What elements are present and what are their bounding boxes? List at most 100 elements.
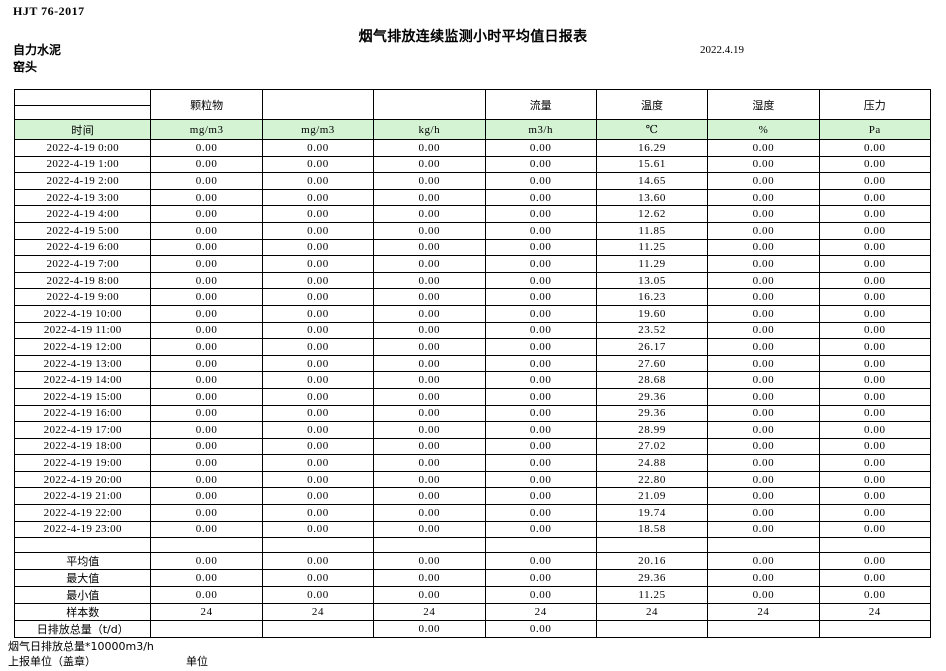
table-summary-row: 最小值 0.00 0.00 0.00 0.00 11.25 0.00 0.00: [13, 586, 932, 605]
cell-value-2: 0.00: [261, 221, 375, 240]
cell-timestamp: 2022-4-19 11:00: [13, 321, 152, 340]
cell-summary-value-4: 24: [484, 603, 597, 622]
table-row: 2022-4-19 5:00 0.00 0.00 0.00 0.00 11.85 0.00 0…: [13, 221, 932, 240]
cell-summary-value-6: 0.00: [707, 569, 820, 588]
cell-timestamp: 2022-4-19 23:00: [13, 520, 152, 539]
cell-value-6: 0.00: [707, 188, 820, 207]
table-row: 2022-4-19 2:00 0.00 0.00 0.00 0.00 14.65 0.00 0…: [13, 172, 932, 190]
table-row: 2022-4-19 3:00 0.00 0.00 0.00 0.00 13.60 0.00 0…: [13, 188, 932, 207]
cell-value-3: 0.00: [373, 321, 486, 340]
cell-value-7: 0.00: [818, 288, 932, 306]
table-summary-body: 平均值 0.00 0.00 0.00 0.00 20.16 0.00 0.00 最大值 0.00 0…: [13, 537, 932, 639]
cell-value-5: 22.80: [595, 470, 709, 489]
cell-timestamp: 2022-4-19 6:00: [13, 238, 152, 257]
cell-value-4: 0.00: [484, 139, 597, 157]
cell-summary-value-4: 0.00: [484, 569, 597, 588]
cell-value-2: 0.00: [261, 205, 375, 223]
cell-value-6: 0.00: [707, 504, 820, 522]
header-param-4: 流量: [484, 89, 597, 120]
cell-value-3: 0.00: [373, 205, 486, 223]
cell-value-1: 0.00: [150, 470, 263, 489]
cell-value-2: 0.00: [261, 504, 375, 522]
cell-value-5: 16.29: [595, 139, 709, 157]
cell-value-1: 0.00: [150, 255, 263, 273]
header-unit-1: mg/m3: [150, 119, 263, 140]
cell-value-5: 19.60: [595, 304, 709, 323]
cell-value-7: 0.00: [818, 172, 932, 190]
cell-empty: [13, 537, 152, 554]
footer-note-reporter-line: 上报单位（盖章） 单位: [8, 654, 208, 669]
cell-value-2: 0.00: [261, 155, 375, 174]
cell-timestamp: 2022-4-19 5:00: [13, 221, 152, 240]
table-row: 2022-4-19 0:00 0.00 0.00 0.00 0.00 16.29 0.00 0…: [13, 139, 932, 157]
cell-value-7: 0.00: [818, 454, 932, 472]
cell-summary-value-6: 0.00: [707, 552, 820, 571]
cell-timestamp: 2022-4-19 4:00: [13, 205, 152, 223]
cell-value-5: 21.09: [595, 487, 709, 506]
page-title: 烟气排放连续监测小时平均值日报表: [358, 29, 588, 45]
cell-summary-value-3: 0.00: [373, 569, 486, 588]
cell-value-1: 0.00: [150, 421, 263, 439]
cell-value-2: 0.00: [261, 188, 375, 207]
cell-value-2: 0.00: [261, 387, 375, 406]
cell-value-4: 0.00: [484, 404, 597, 423]
cell-value-2: 0.00: [261, 255, 375, 273]
footer-note-total: 烟气日排放总量*10000m3/h: [8, 640, 154, 653]
table-row: 2022-4-19 9:00 0.00 0.00 0.00 0.00 16.23 0.00 0…: [13, 288, 932, 306]
cell-value-1: 0.00: [150, 387, 263, 406]
cell-value-1: 0.00: [150, 139, 263, 157]
table-row: 2022-4-19 11:00 0.00 0.00 0.00 0.00 23.52 0.00…: [13, 321, 932, 340]
cell-value-4: 0.00: [484, 520, 597, 539]
cell-timestamp: 2022-4-19 12:00: [13, 338, 152, 356]
cell-empty: [595, 537, 709, 554]
table-header-row-parameters: 颗粒物 流量 温度 湿度 压力: [13, 89, 932, 120]
table-row: 2022-4-19 7:00 0.00 0.00 0.00 0.00 11.29 0.00 0…: [13, 255, 932, 273]
cell-summary-value-4: 0.00: [484, 586, 597, 605]
cell-value-2: 0.00: [261, 271, 375, 290]
cell-value-6: 0.00: [707, 255, 820, 273]
cell-timestamp: 2022-4-19 19:00: [13, 454, 152, 472]
cell-summary-label: 平均值: [13, 552, 152, 571]
cell-summary-value-3: 0.00: [373, 620, 486, 639]
cell-value-7: 0.00: [818, 321, 932, 340]
table-row: 2022-4-19 20:00 0.00 0.00 0.00 0.00 22.80 0.00…: [13, 470, 932, 489]
cell-value-4: 0.00: [484, 304, 597, 323]
cell-timestamp: 2022-4-19 17:00: [13, 421, 152, 439]
cell-value-4: 0.00: [484, 470, 597, 489]
cell-summary-value-7: 24: [818, 603, 932, 622]
cell-value-2: 0.00: [261, 454, 375, 472]
cell-summary-value-4: 0.00: [484, 620, 597, 639]
cell-summary-value-2: [261, 620, 375, 639]
table-row: 2022-4-19 10:00 0.00 0.00 0.00 0.00 19.60 0.00…: [13, 304, 932, 323]
cell-summary-label: 最大值: [13, 569, 152, 588]
cell-value-2: 0.00: [261, 321, 375, 340]
cell-summary-value-1: 24: [150, 603, 263, 622]
cell-summary-value-3: 24: [373, 603, 486, 622]
cell-summary-value-2: 24: [261, 603, 375, 622]
cell-timestamp: 2022-4-19 14:00: [13, 371, 152, 389]
cell-value-7: 0.00: [818, 487, 932, 506]
cell-value-7: 0.00: [818, 238, 932, 257]
cell-summary-value-5: 11.25: [595, 586, 709, 605]
cell-summary-value-2: 0.00: [261, 552, 375, 571]
cell-value-5: 27.02: [595, 437, 709, 456]
cell-value-4: 0.00: [484, 238, 597, 257]
cell-value-6: 0.00: [707, 238, 820, 257]
cell-value-5: 13.05: [595, 271, 709, 290]
cell-value-4: 0.00: [484, 354, 597, 373]
cell-summary-value-1: 0.00: [150, 586, 263, 605]
cell-value-6: 0.00: [707, 304, 820, 323]
cell-value-3: 0.00: [373, 437, 486, 456]
table-row: 2022-4-19 19:00 0.00 0.00 0.00 0.00 24.88 0.00…: [13, 454, 932, 472]
cell-summary-value-7: 0.00: [818, 569, 932, 588]
cell-value-5: 12.62: [595, 205, 709, 223]
cell-value-5: 27.60: [595, 354, 709, 373]
report-date: 2022.4.19: [700, 44, 744, 56]
cell-value-1: 0.00: [150, 172, 263, 190]
cell-value-6: 0.00: [707, 371, 820, 389]
cell-value-2: 0.00: [261, 354, 375, 373]
cell-value-6: 0.00: [707, 470, 820, 489]
cell-value-4: 0.00: [484, 421, 597, 439]
header-unit-4: m3/h: [484, 119, 597, 140]
cell-summary-label: 日排放总量（t/d）: [13, 620, 152, 639]
